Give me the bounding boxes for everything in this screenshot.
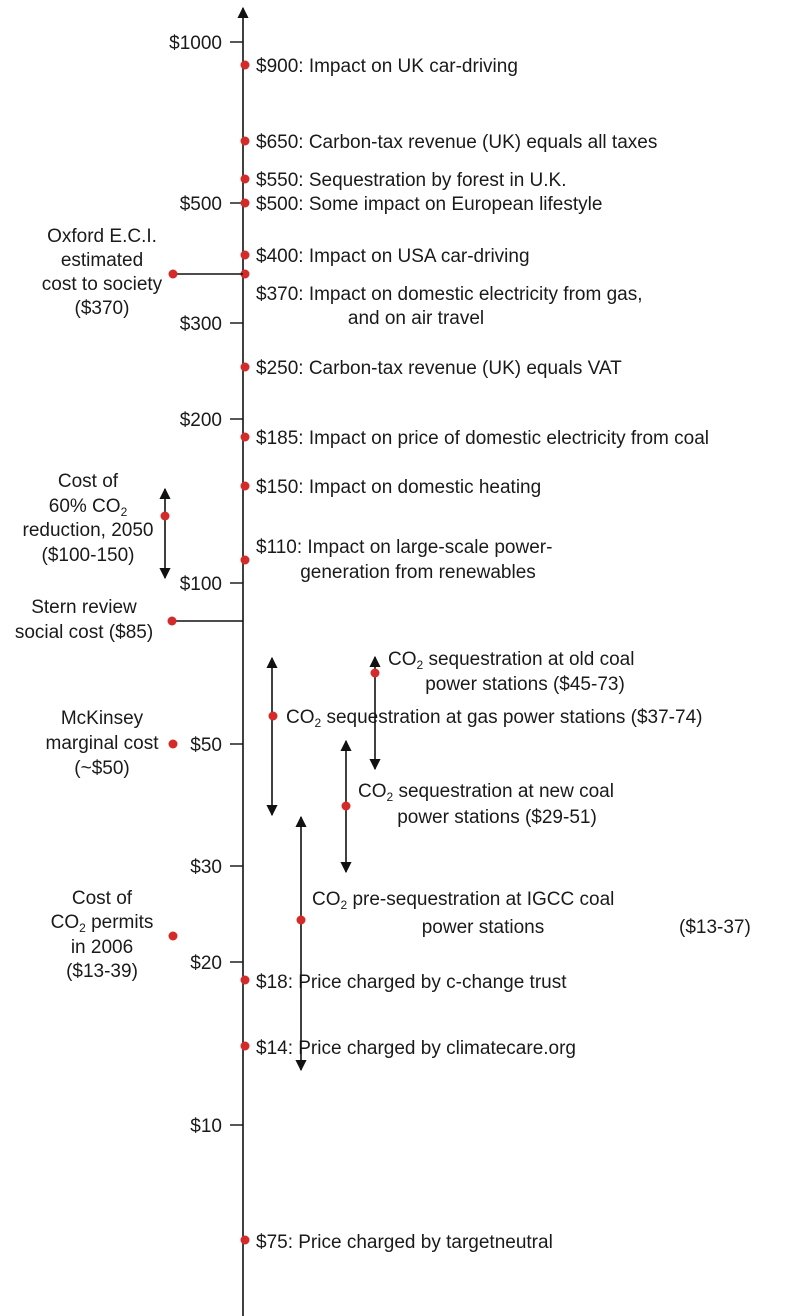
oxford-label-line3: cost to society (42, 274, 163, 295)
stern-label-line1: Stern review (31, 597, 137, 618)
tick-label: $30 (190, 857, 222, 878)
tick-20: $20 (190, 953, 243, 974)
label-370-line1: $370: Impact on domestic electricity fro… (256, 284, 643, 305)
permits-label-line4: ($13-39) (66, 961, 138, 982)
tick-label: $100 (180, 574, 222, 595)
tick-label: $50 (190, 735, 222, 756)
reduction-label-line2: 60% CO2 (49, 496, 128, 519)
tick-500: $500 (180, 194, 243, 215)
mckinsey-point (168, 739, 178, 749)
label-150: $150: Impact on domestic heating (256, 477, 541, 498)
new-coal-label-line1: CO2 sequestration at new coal (358, 781, 614, 804)
label-14: $14: Price charged by climatecare.org (256, 1038, 576, 1059)
tick-50: $50 (190, 735, 243, 756)
gas-point (268, 711, 278, 721)
point-110 (240, 555, 250, 565)
label-370-line2: and on air travel (348, 308, 484, 329)
reduction-label-line4: ($100-150) (42, 545, 135, 566)
label-75: $75: Price charged by targetneutral (256, 1232, 553, 1253)
permits-point (168, 931, 178, 941)
oxford-point (168, 269, 178, 279)
mckinsey-label-line3: (~$50) (74, 758, 129, 779)
new-coal-label-line2: power stations ($29-51) (397, 807, 597, 828)
permits-label-line2: CO2 permits (51, 912, 154, 935)
mckinsey-label-line1: McKinsey (61, 708, 144, 729)
point-14 (240, 1041, 250, 1051)
reduction-label-line3: reduction, 2050 (23, 520, 154, 541)
label-185: $185: Impact on price of domestic electr… (256, 428, 709, 449)
old-coal-label-line2: power stations ($45-73) (425, 674, 625, 695)
point-185 (240, 432, 250, 442)
tick-label: $20 (190, 953, 222, 974)
igcc-label-line1: CO2 pre-sequestration at IGCC coal (312, 889, 614, 912)
point-650 (240, 136, 250, 146)
point-500 (240, 198, 250, 208)
label-400: $400: Impact on USA car-driving (256, 246, 530, 267)
label-110-line2: generation from renewables (300, 562, 536, 583)
permits-label-line1: Cost of (72, 888, 133, 909)
old-coal-point (370, 668, 380, 678)
tick-label: $200 (180, 410, 222, 431)
tick-30: $30 (190, 857, 243, 878)
label-900: $900: Impact on UK car-driving (256, 56, 518, 77)
stern-point (167, 616, 177, 626)
old-coal-label-line1: CO2 sequestration at old coal (388, 649, 634, 672)
tick-label: $1000 (169, 33, 222, 54)
point-550 (240, 174, 250, 184)
stern-label-line2: social cost ($85) (15, 622, 153, 643)
tick-label: $300 (180, 314, 222, 335)
point-900 (240, 60, 250, 70)
gas-label: CO2 sequestration at gas power stations … (286, 707, 702, 730)
igcc-label-line2: power stations (422, 917, 545, 938)
mckinsey-label-line2: marginal cost (46, 733, 160, 754)
tick-100: $100 (180, 574, 243, 595)
point-75 (240, 1235, 250, 1245)
igcc-range-label: ($13-37) (679, 917, 751, 938)
igcc-point (296, 915, 306, 925)
label-250: $250: Carbon-tax revenue (UK) equals VAT (256, 358, 622, 379)
reduction-point (160, 511, 170, 521)
tick-200: $200 (180, 410, 243, 431)
new-coal-point (341, 801, 351, 811)
point-400 (240, 250, 250, 260)
label-500: $500: Some impact on European lifestyle (256, 194, 602, 215)
label-550: $550: Sequestration by forest in U.K. (256, 170, 567, 191)
tick-label: $10 (190, 1116, 222, 1137)
permits-label-line3: in 2006 (71, 937, 133, 958)
tick-10: $10 (190, 1116, 243, 1137)
reduction-label-line1: Cost of (58, 471, 119, 492)
point-150 (240, 481, 250, 491)
oxford-label-line1: Oxford E.C.I. (47, 226, 157, 247)
label-110-line1: $110: Impact on large-scale power- (256, 537, 552, 558)
point-18 (240, 975, 250, 985)
label-650: $650: Carbon-tax revenue (UK) equals all… (256, 132, 657, 153)
tick-300: $300 (180, 314, 243, 335)
tick-1000: $1000 (169, 33, 243, 54)
tick-label: $500 (180, 194, 222, 215)
point-370 (240, 269, 250, 279)
oxford-label-line4: ($370) (75, 298, 130, 319)
label-18: $18: Price charged by c-change trust (256, 972, 567, 993)
oxford-label-line2: estimated (61, 250, 143, 271)
point-250 (240, 362, 250, 372)
